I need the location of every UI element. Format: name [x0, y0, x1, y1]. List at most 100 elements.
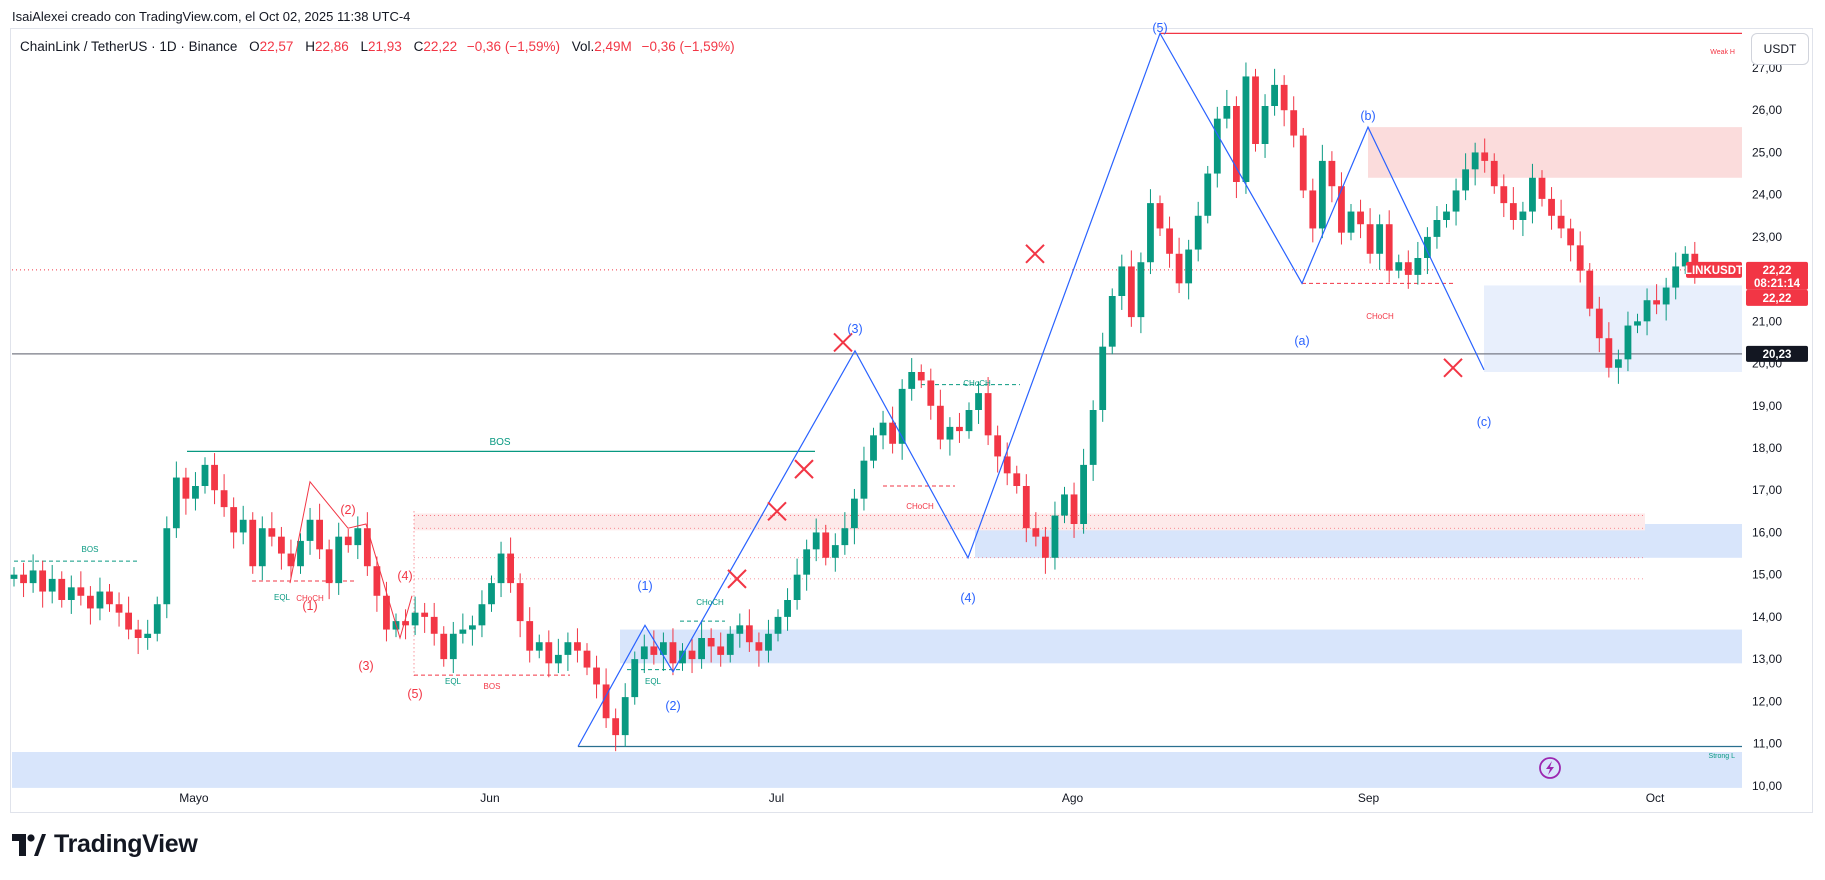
candle-body: [278, 536, 285, 554]
close-label: C: [413, 39, 424, 54]
candle: [574, 628, 581, 663]
candle-body: [917, 372, 925, 381]
candle-body: [612, 718, 620, 736]
candle: [956, 412, 963, 443]
lightning-circle: [1539, 757, 1561, 779]
tradingview-logo-icon: [12, 833, 46, 856]
candle: [1013, 465, 1021, 494]
lightning-bolt: [1546, 761, 1554, 775]
candle: [1070, 482, 1078, 538]
lightning-icon[interactable]: [1539, 757, 1561, 779]
candle-body: [1166, 228, 1173, 254]
candle-body: [363, 528, 371, 567]
candle: [354, 516, 362, 560]
high-label: H: [305, 39, 315, 54]
candle-body: [736, 625, 744, 634]
volume-value: 2,49M: [594, 39, 632, 54]
candle: [535, 634, 543, 659]
x-marker-icon: [1025, 244, 1045, 264]
candle: [58, 571, 66, 608]
candle: [363, 512, 371, 576]
candle: [1137, 252, 1145, 334]
structure-label: Strong L: [1709, 753, 1736, 760]
candle: [803, 539, 811, 591]
candle: [1357, 199, 1364, 239]
candle-body: [889, 422, 896, 444]
candle-body: [1261, 106, 1269, 144]
candle: [239, 505, 247, 545]
candle: [1080, 448, 1087, 534]
candle-body: [936, 405, 944, 440]
candle: [774, 609, 782, 642]
candle: [421, 602, 429, 633]
candle-body: [153, 604, 161, 634]
candle: [1548, 187, 1555, 230]
structure-label: EQL: [445, 677, 462, 686]
structure-label: EQL: [274, 593, 291, 602]
chart-frame: [10, 28, 1813, 813]
candle-body: [1662, 287, 1670, 305]
candle-body: [1194, 215, 1202, 250]
candle-body: [1003, 456, 1011, 474]
wave-label: (3): [358, 659, 373, 673]
y-tick-label: 13,00: [1752, 652, 1782, 666]
candle-body: [1204, 173, 1212, 216]
candles-layer: [10, 62, 1699, 752]
candle: [1089, 400, 1097, 481]
candle: [1567, 218, 1575, 262]
candle-body: [1567, 228, 1575, 246]
x-marker-stroke: [833, 332, 853, 353]
candle-body: [1615, 359, 1622, 368]
candle-body: [106, 591, 113, 605]
candle: [1156, 195, 1164, 237]
candle-body: [564, 642, 572, 655]
candle-body: [287, 553, 295, 567]
x-marker-icon: [794, 459, 814, 479]
candle: [67, 575, 75, 614]
candle: [1462, 153, 1469, 201]
symbol-name[interactable]: ChainLink / TetherUS · 1D · Binance: [20, 39, 238, 54]
candle: [1404, 250, 1412, 289]
candle: [1519, 201, 1527, 237]
candle: [278, 526, 285, 570]
candle-body: [1318, 160, 1326, 229]
zone-1: [620, 629, 1742, 664]
currency-button[interactable]: USDT: [1751, 33, 1809, 65]
candle-body: [1519, 211, 1527, 220]
symbol-legend[interactable]: ChainLink / TetherUS · 1D · Binance O22,…: [20, 39, 735, 54]
price-tag-bg: [1746, 289, 1808, 306]
tradingview-brand[interactable]: TradingView: [12, 830, 198, 859]
candle: [1414, 241, 1422, 285]
candle-body: [956, 426, 963, 432]
candle-body: [669, 642, 677, 664]
zones-layer: [12, 127, 1742, 788]
candle: [1299, 127, 1307, 199]
candle: [316, 503, 323, 560]
x-marker-icon: [833, 332, 853, 353]
wave-label: (4): [960, 591, 975, 605]
candle: [144, 619, 152, 650]
y-tick-label: 24,00: [1752, 188, 1782, 202]
candle-body: [1490, 160, 1498, 187]
candle: [1290, 96, 1298, 148]
candle: [1529, 163, 1536, 224]
candle-body: [344, 536, 352, 546]
candle: [564, 632, 572, 671]
candle-body: [96, 591, 104, 609]
candle-body: [421, 612, 429, 617]
candle-body: [440, 633, 448, 660]
candle-body: [1328, 160, 1336, 187]
x-marker-stroke: [767, 501, 787, 522]
candle: [1252, 68, 1259, 152]
candle-body: [717, 646, 725, 655]
x-tick-label: Sep: [1358, 791, 1380, 805]
zone-3: [1484, 285, 1742, 372]
candle: [230, 497, 238, 549]
candle: [975, 381, 982, 424]
candle: [1557, 199, 1565, 239]
candle-body: [258, 528, 266, 567]
wave-label: (b): [1360, 109, 1375, 123]
candle: [192, 472, 199, 511]
candle: [736, 613, 744, 648]
